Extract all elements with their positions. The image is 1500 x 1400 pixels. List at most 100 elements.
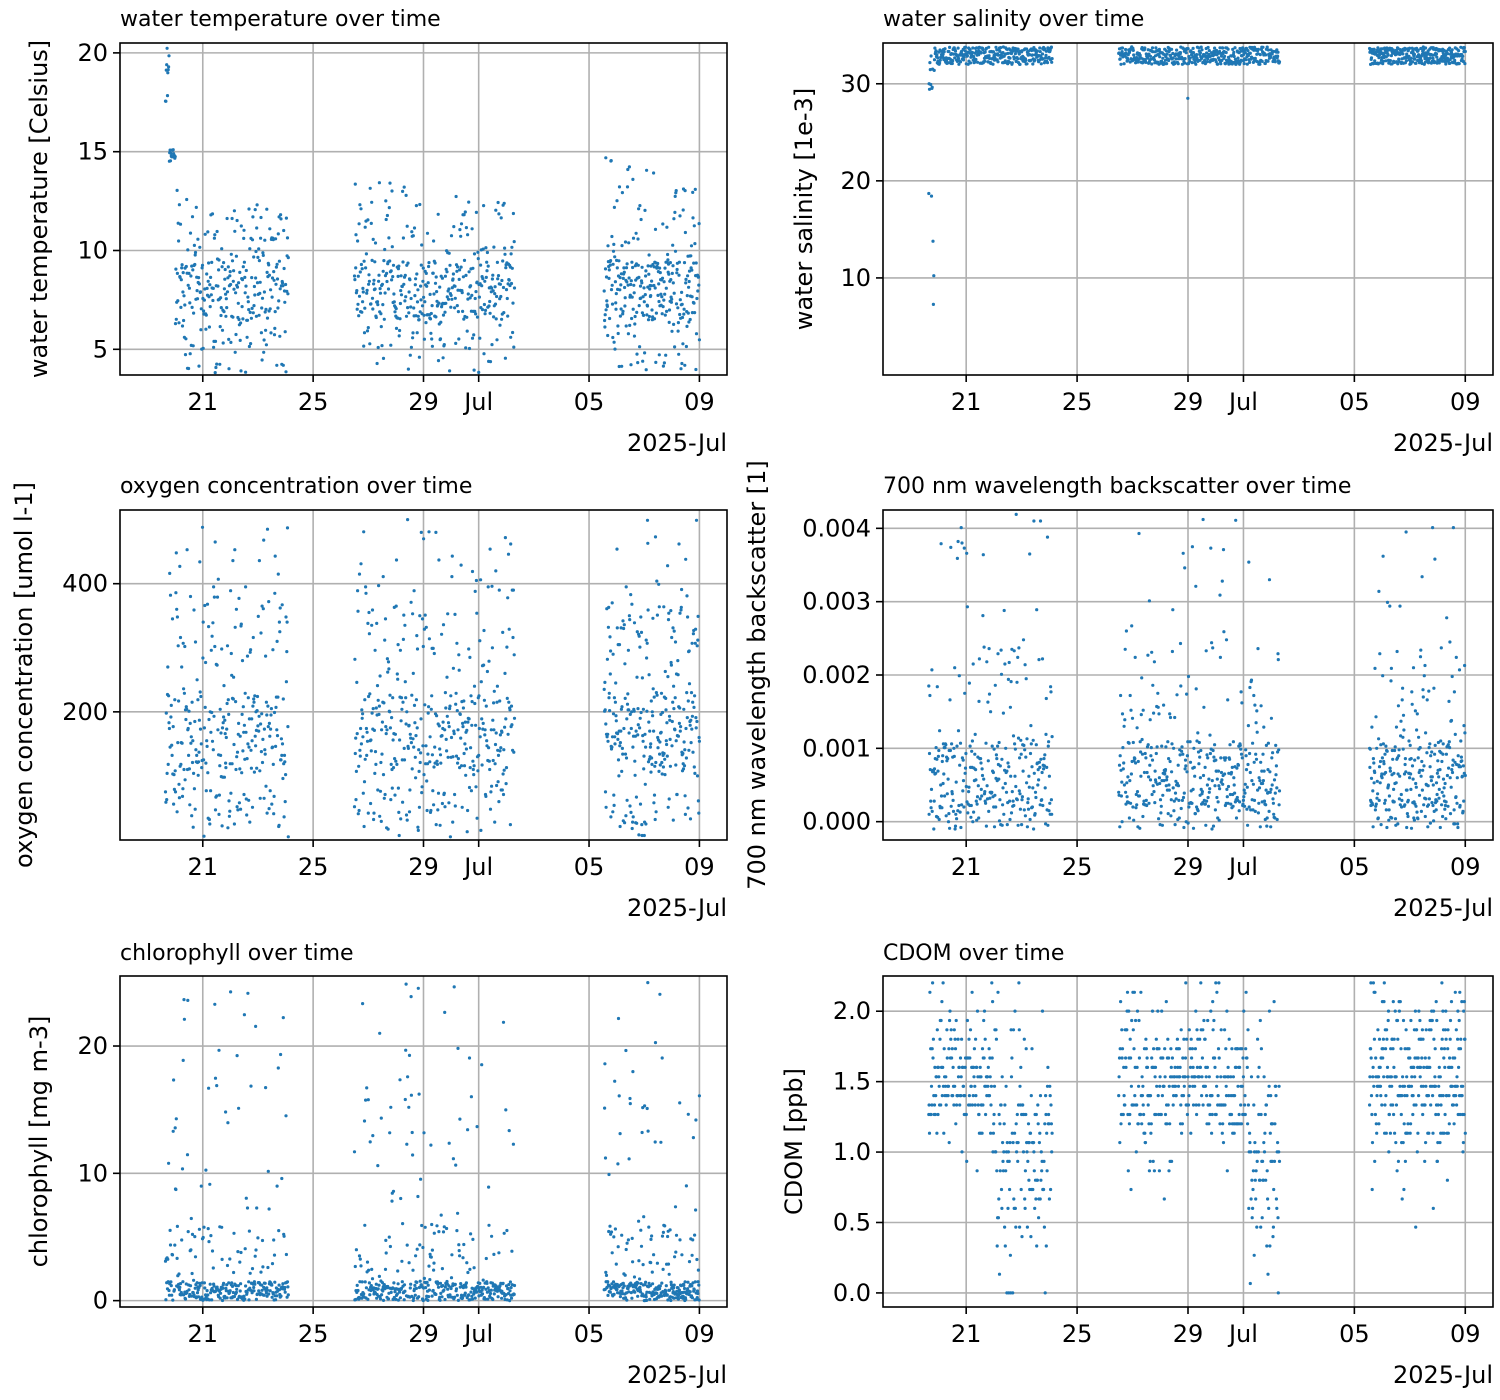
data-point [929,799,933,803]
data-point [1208,733,1212,737]
y-tick-label: 0.000 [802,808,871,836]
data-point [474,578,478,583]
data-point [220,647,224,651]
data-point [1422,764,1426,768]
data-point [374,762,378,767]
data-point [639,710,643,715]
data-point [416,288,420,292]
data-point [644,638,648,642]
data-point [1241,46,1245,50]
data-point [404,722,408,726]
data-point [269,288,273,292]
data-point [272,1238,276,1242]
data-point [508,823,512,827]
data-point [1138,826,1142,830]
data-point [991,770,996,775]
data-point [1463,773,1467,778]
data-point [356,1288,360,1293]
data-point [620,244,624,248]
data-point [1455,801,1459,805]
data-point [486,585,490,589]
data-point [167,694,171,698]
data-point [353,751,357,756]
data-point [235,805,239,809]
data-point [353,182,357,186]
data-point [615,626,619,630]
x-tick-label: 21 [951,853,982,881]
data-point [503,536,507,540]
data-point [647,673,651,677]
data-point [934,49,938,53]
data-point [415,331,419,335]
data-point [381,356,386,360]
data-point [1453,822,1457,826]
data-point [419,530,423,535]
data-point [188,301,192,305]
data-point [1241,798,1245,803]
data-point [380,344,384,348]
data-point [363,1280,367,1284]
data-point [630,826,634,831]
data-point [658,763,662,767]
data-point [1270,52,1274,56]
data-point [487,659,491,663]
data-point [427,261,431,265]
data-point [1459,755,1463,759]
data-point [1377,56,1381,60]
data-point [445,675,449,679]
data-point [374,706,378,710]
data-point [1405,788,1409,792]
data-point [927,751,932,756]
data-point [1243,51,1247,55]
data-point [1034,795,1038,800]
data-point [1270,783,1274,787]
data-point [1420,759,1424,764]
data-point [211,748,215,752]
data-point [673,210,677,214]
data-point [1460,57,1464,61]
data-point [1409,757,1413,761]
data-point [1001,786,1005,790]
data-point [1252,760,1256,764]
data-point [1045,535,1050,539]
data-point [476,257,480,261]
data-point [1128,693,1132,698]
data-point [1013,742,1017,746]
data-point [226,698,230,702]
data-point [398,1290,402,1294]
data-point [1181,752,1185,756]
data-point [1148,718,1152,722]
data-point [224,761,228,765]
data-point [205,286,209,290]
data-point [685,594,689,598]
data-point [1455,776,1459,780]
data-point [232,209,236,213]
data-point [1019,738,1023,742]
data-point [980,773,985,778]
data-point [188,803,192,807]
data-point [606,739,610,743]
data-point [1038,519,1043,523]
data-point [414,204,418,208]
data-point [224,292,228,296]
data-point [661,305,665,309]
data-point [1042,767,1046,771]
data-point [233,350,237,354]
data-point [1047,809,1051,813]
data-point [385,213,389,218]
data-point [280,603,284,607]
data-point [617,259,621,263]
data-point [1186,740,1190,744]
data-point [201,1235,205,1240]
data-point [259,1270,263,1274]
data-point [969,815,973,819]
data-point [215,595,220,599]
data-point [616,732,620,736]
data-point [1008,60,1012,64]
data-point [668,737,672,742]
data-point [163,790,168,794]
data-point [243,275,247,279]
data-point [265,1288,270,1292]
data-point [483,733,487,737]
data-point [270,1262,275,1266]
